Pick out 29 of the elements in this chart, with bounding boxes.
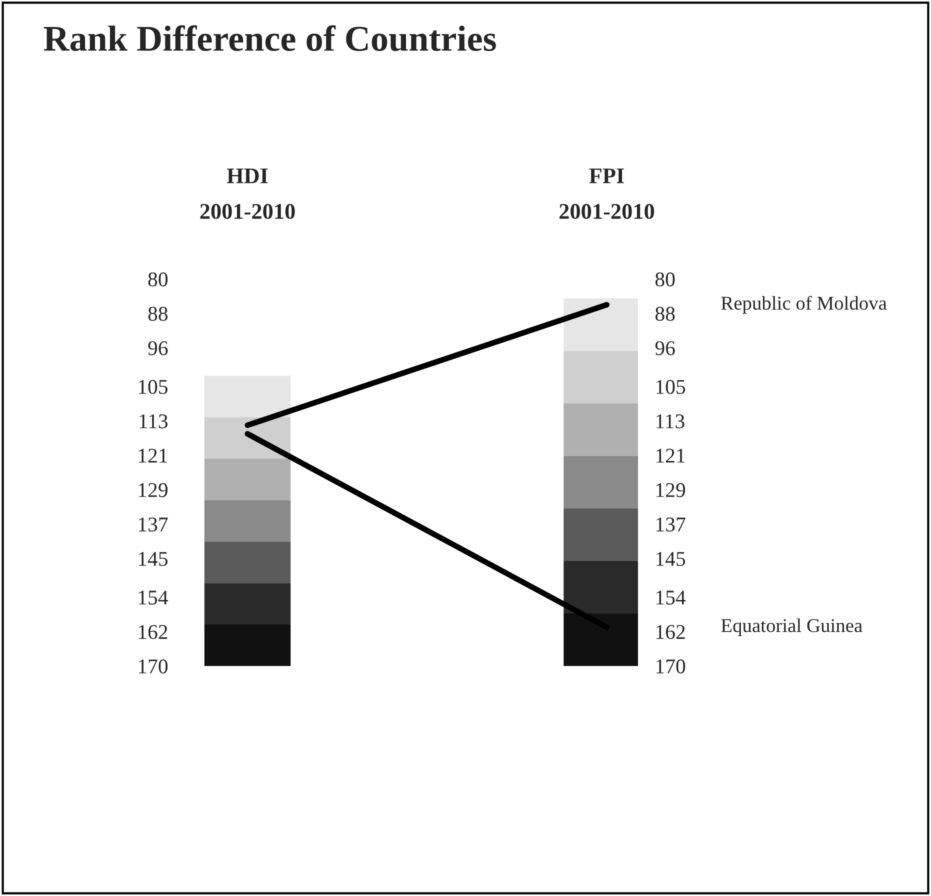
y-tick-label: 145: [138, 552, 168, 566]
y2-tick-label: 113: [656, 414, 684, 428]
text: Republic of Moldova: [721, 296, 887, 314]
y2-tick-label: 137: [656, 518, 686, 532]
y2-tick-label: 88: [655, 306, 675, 321]
y2-tick-label: 145: [656, 552, 686, 566]
y-tick-label: 88: [148, 306, 168, 321]
y-tick-label: 96: [148, 341, 168, 356]
y2-tick-label: 170: [656, 659, 686, 674]
y-tick-label: 129: [138, 483, 168, 498]
y-tick-label: 121: [138, 448, 168, 463]
y2-tick-label: 162: [656, 625, 685, 640]
chart-title: Rank Difference of Countries: [44, 25, 496, 52]
y-tick-label: 162: [138, 625, 168, 640]
text: Equatorial Guinea: [721, 618, 862, 636]
x-tick-label: FPI 2001-2010: [560, 168, 654, 219]
y2-tick-label: 96: [655, 341, 675, 356]
y2-tick-label: 80: [655, 272, 675, 286]
y2-tick-label: 105: [656, 380, 686, 394]
y2-tick-label: 154: [656, 590, 686, 605]
y-tick-label: 80: [148, 272, 168, 286]
y-tick-label: 113: [140, 414, 168, 428]
x-tick-label: HDI 2001-2010: [200, 168, 295, 219]
y-tick-label: 137: [138, 518, 168, 532]
y-tick-label: 105: [138, 380, 168, 394]
y2-tick-label: 121: [656, 448, 685, 463]
y-tick-label: 154: [138, 590, 168, 605]
y2-tick-label: 129: [656, 483, 686, 498]
y-tick-label: 170: [138, 659, 168, 674]
